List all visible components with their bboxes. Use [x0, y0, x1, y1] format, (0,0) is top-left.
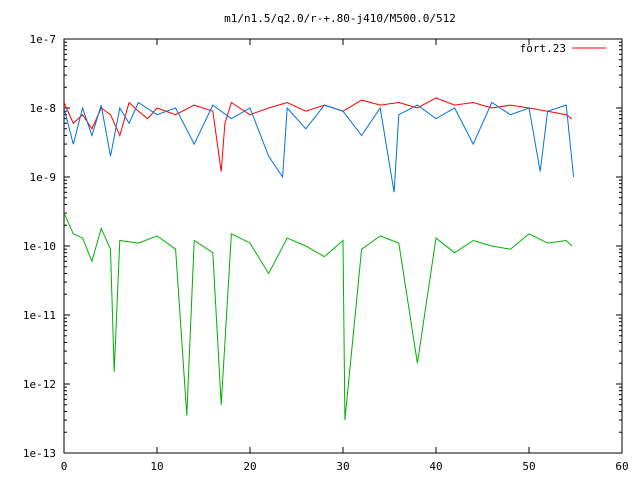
x-tick-label: 40: [429, 460, 442, 473]
x-tick-label: 10: [150, 460, 163, 473]
legend: fort.23: [520, 42, 606, 55]
y-tick-label: 1e-11: [23, 309, 56, 322]
x-tick-label: 60: [615, 460, 628, 473]
y-tick-label: 1e-8: [30, 102, 57, 115]
series-layer: [63, 97, 575, 421]
y-tick-label: 1e-7: [30, 33, 57, 46]
y-tick-label: 1e-9: [30, 171, 57, 184]
series-line-2: [63, 212, 573, 421]
y-tick-label: 1e-12: [23, 378, 56, 391]
y-tick-label: 1e-10: [23, 240, 56, 253]
x-tick-label: 20: [243, 460, 256, 473]
x-tick-label: 0: [61, 460, 68, 473]
series-line-1: [63, 101, 575, 193]
x-tick-label: 50: [522, 460, 535, 473]
x-tick-label: 30: [336, 460, 349, 473]
legend-label: fort.23: [520, 42, 566, 55]
y-tick-label: 1e-13: [23, 447, 56, 460]
y-axis-ticks: 1e-13 1e-12 1e-11 1e-10 1e-9 1e-8 1e-7: [23, 33, 622, 460]
chart-title: m1/n1.5/q2.0/r-+.80-j410/M500.0/512: [224, 12, 456, 25]
series-line-0: [63, 97, 573, 172]
x-axis-ticks: 0 10 20 30 40 50 60: [61, 39, 629, 473]
